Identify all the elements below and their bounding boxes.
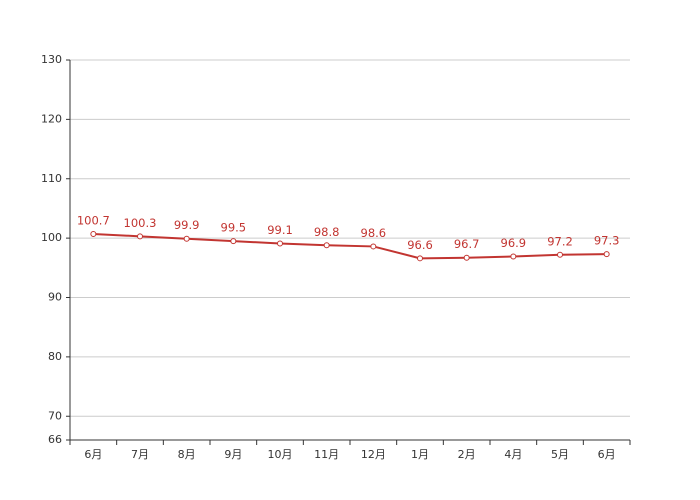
point: [603, 251, 610, 258]
y-tick-label: 66: [48, 433, 62, 446]
point: [417, 255, 423, 262]
point: [463, 254, 470, 261]
x-tick-label: 6月: [84, 448, 102, 461]
value-label: 97.3: [594, 234, 620, 248]
x-tick-label: 10月: [268, 448, 293, 461]
y-tick-label: 100: [41, 231, 62, 244]
y-tick-label: 90: [48, 291, 62, 304]
value-label: 99.5: [221, 221, 247, 235]
x-tick-label: 9月: [224, 448, 242, 461]
x-tick-label: 12月: [361, 448, 386, 461]
y-tick-label: 80: [48, 350, 62, 363]
value-label: 96.7: [454, 237, 480, 251]
value-label: 98.8: [314, 225, 340, 239]
value-label: 96.9: [501, 236, 527, 250]
x-tick-label: 7月: [131, 448, 149, 461]
y-tick-label: 130: [41, 53, 62, 66]
point: [183, 235, 190, 242]
line: [93, 232, 607, 260]
point: [370, 243, 377, 250]
value-label: 99.9: [174, 218, 200, 232]
y-tick-label: 70: [48, 409, 62, 422]
point: [137, 233, 143, 240]
x-tick-label: 11月: [314, 448, 339, 461]
point: [557, 251, 563, 258]
y-tick-label: 110: [41, 172, 62, 185]
value-label: 100.7: [77, 213, 110, 227]
value-label: 98.6: [361, 226, 387, 240]
value-label: 96.6: [407, 238, 433, 252]
x-tick-label: 2月: [458, 448, 476, 461]
point: [323, 242, 330, 249]
x-tick-label: 6月: [598, 448, 616, 461]
point: [277, 240, 283, 247]
point: [230, 238, 237, 245]
x-tick-label: 8月: [178, 448, 196, 461]
x-tick-label: 1月: [411, 448, 429, 461]
value-label: 97.2: [547, 234, 573, 248]
x-tick-label: 4月: [504, 448, 522, 461]
y-tick-label: 120: [41, 112, 62, 125]
value-label: 99.1: [267, 223, 293, 237]
x-tick-label: 5月: [551, 448, 569, 461]
point: [90, 230, 97, 237]
value-label: 100.3: [124, 216, 157, 230]
point: [510, 253, 517, 260]
